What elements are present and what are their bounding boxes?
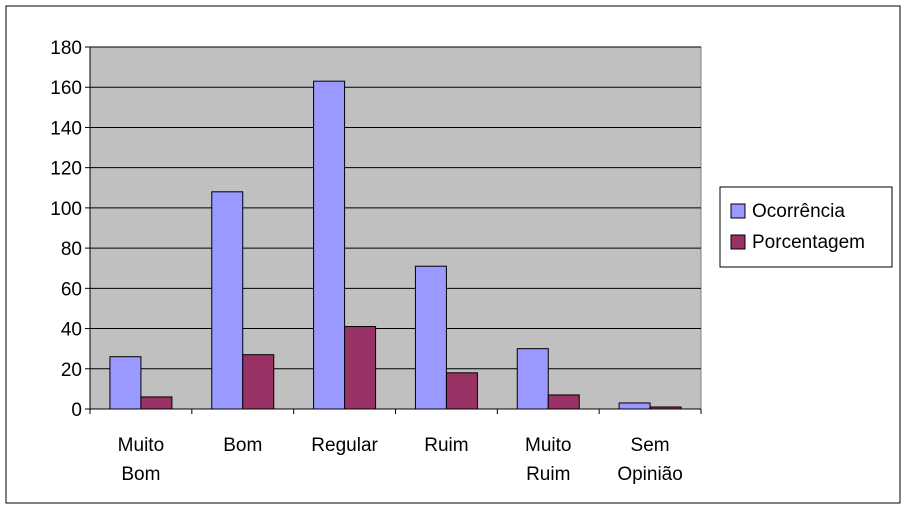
x-tick-label: Muito [118, 435, 164, 456]
y-tick-label: 140 [50, 118, 82, 139]
bar-porcentagem [140, 396, 173, 410]
legend-label: Porcentagem [752, 232, 865, 253]
bar-ocorrencia [618, 402, 651, 410]
y-axis-ticks: 0 20 40 60 80 100 120 140 160 180 [50, 38, 90, 421]
x-tick-label: Ruim [526, 464, 570, 485]
bars [109, 80, 682, 410]
y-tick-label: 160 [50, 78, 82, 99]
y-tick-label: 180 [50, 38, 82, 59]
bar-ocorrencia [109, 356, 142, 410]
y-tick-label: 80 [61, 239, 82, 260]
plot-area [89, 46, 702, 410]
x-axis-labels: Muito Bom Bom Regular Ruim Muito Ruim Sem Opiniã… [118, 435, 683, 485]
legend-swatch [730, 203, 746, 219]
y-tick-label: 20 [61, 360, 82, 381]
x-tick-label: Regular [311, 435, 378, 456]
axes [89, 47, 702, 414]
x-tick-label: Bom [223, 435, 262, 456]
bar-porcentagem [344, 326, 377, 410]
bar-ocorrencia [516, 348, 549, 410]
x-tick-label: Opinião [617, 464, 683, 485]
bar-porcentagem [445, 372, 478, 410]
bar-ocorrencia [414, 265, 447, 410]
bar-ocorrencia [313, 80, 346, 410]
legend-box [719, 186, 893, 268]
y-tick-label: 60 [61, 279, 82, 300]
bar-ocorrencia [211, 191, 244, 410]
y-tick-label: 40 [61, 320, 82, 341]
legend: Ocorrência Porcentagem [719, 186, 893, 268]
y-tick-label: 100 [50, 199, 82, 220]
legend-label: Ocorrência [752, 201, 845, 222]
x-tick-label: Bom [121, 464, 160, 485]
bar-porcentagem [242, 354, 275, 410]
x-tick-label: Muito [525, 435, 571, 456]
y-tick-label: 120 [50, 159, 82, 180]
x-tick-label: Ruim [424, 435, 468, 456]
legend-swatch [730, 234, 746, 250]
gridlines [90, 46, 701, 370]
y-tick-label: 0 [71, 400, 82, 421]
x-tick-label: Sem [631, 435, 670, 456]
bar-porcentagem [547, 394, 580, 410]
